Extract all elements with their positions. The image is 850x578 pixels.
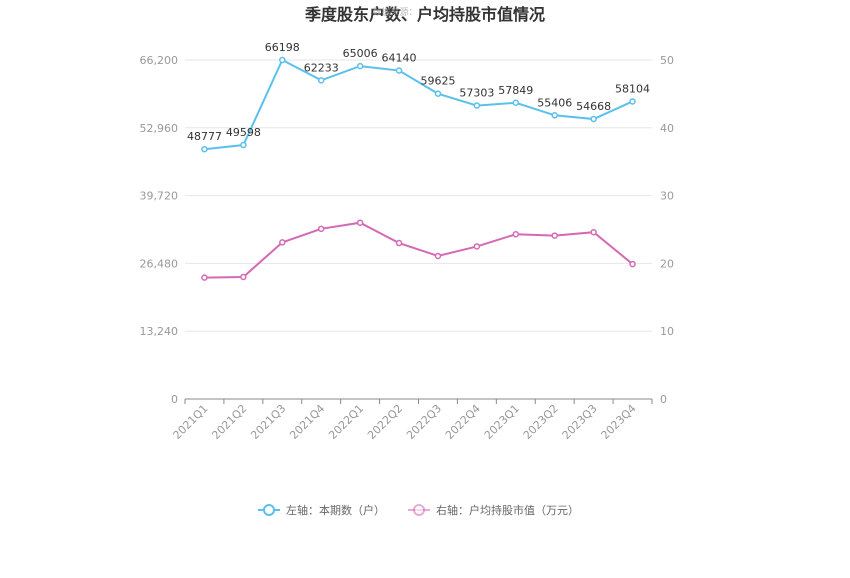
data-label: 55406 bbox=[537, 96, 572, 109]
y-left-tick-label: 0 bbox=[171, 393, 178, 406]
y-left-tick-label: 13,240 bbox=[140, 325, 179, 338]
data-label: 58104 bbox=[615, 82, 650, 95]
x-tick-label: 2023Q1 bbox=[482, 402, 522, 442]
data-point[interactable] bbox=[279, 56, 286, 64]
data-point[interactable] bbox=[395, 239, 403, 247]
legend-label: 右轴：户均持股市值（万元） bbox=[436, 503, 579, 517]
data-point[interactable] bbox=[279, 239, 286, 246]
y-right-tick-label: 50 bbox=[660, 54, 674, 67]
data-point[interactable] bbox=[317, 77, 325, 84]
data-point[interactable] bbox=[240, 273, 247, 281]
y-left-tick-label: 26,480 bbox=[140, 257, 179, 270]
x-tick-label: 2022Q1 bbox=[326, 402, 366, 442]
watermark-text: 数据来源： bbox=[372, 6, 417, 18]
y-right-tick-label: 40 bbox=[660, 122, 674, 135]
x-tick-label: 2021Q3 bbox=[248, 402, 288, 442]
data-point[interactable] bbox=[240, 141, 247, 149]
legend-marker-icon bbox=[413, 504, 425, 516]
legend-label: 左轴：本期数（户） bbox=[286, 503, 385, 517]
data-label: 65006 bbox=[343, 47, 378, 60]
data-label: 59625 bbox=[420, 75, 455, 88]
x-tick-label: 2023Q3 bbox=[560, 402, 600, 442]
data-point[interactable] bbox=[356, 219, 364, 226]
data-point[interactable] bbox=[551, 112, 558, 119]
data-label: 66198 bbox=[265, 41, 300, 54]
y-right-tick-label: 20 bbox=[660, 257, 674, 270]
series-line bbox=[204, 58, 633, 151]
data-label: 49598 bbox=[226, 126, 261, 139]
x-tick-label: 2023Q2 bbox=[521, 402, 561, 442]
x-tick-label: 2021Q1 bbox=[171, 402, 211, 442]
y-left-tick-label: 52,960 bbox=[140, 122, 179, 135]
y-right-tick-label: 30 bbox=[660, 190, 674, 203]
series-line bbox=[204, 221, 634, 279]
data-label: 57303 bbox=[459, 87, 494, 100]
x-tick-label: 2022Q3 bbox=[404, 402, 444, 442]
data-label: 62233 bbox=[304, 61, 339, 74]
data-point[interactable] bbox=[629, 98, 636, 105]
legend-marker-icon bbox=[263, 504, 275, 516]
data-point[interactable] bbox=[395, 67, 403, 74]
data-point[interactable] bbox=[201, 274, 208, 281]
data-point[interactable] bbox=[512, 99, 520, 107]
legend-item[interactable]: 左轴：本期数（户） bbox=[258, 503, 385, 517]
data-point[interactable] bbox=[590, 115, 597, 123]
data-point[interactable] bbox=[551, 232, 558, 239]
legend-item[interactable]: 右轴：户均持股市值（万元） bbox=[408, 503, 579, 517]
x-tick-label: 2021Q4 bbox=[287, 402, 327, 442]
data-label: 64140 bbox=[382, 52, 417, 65]
data-point[interactable] bbox=[473, 102, 481, 109]
data-point[interactable] bbox=[356, 62, 364, 70]
y-left-tick-label: 66,200 bbox=[140, 54, 179, 67]
chart-title: 季度股东户数、户均持股市值情况 bbox=[304, 5, 545, 24]
data-point[interactable] bbox=[201, 145, 208, 153]
data-point[interactable] bbox=[590, 228, 597, 236]
data-label: 54668 bbox=[576, 100, 611, 113]
x-tick-label: 2022Q4 bbox=[443, 402, 483, 442]
x-tick-label: 2023Q4 bbox=[599, 402, 639, 442]
legend[interactable]: 左轴：本期数（户） 右轴：户均持股市值（万元） bbox=[258, 503, 579, 517]
y-right-tick-label: 0 bbox=[660, 393, 667, 406]
data-label: 48777 bbox=[187, 130, 222, 143]
y-left-tick-label: 39,720 bbox=[140, 190, 179, 203]
data-point[interactable] bbox=[512, 230, 520, 238]
x-tick-label: 2022Q2 bbox=[365, 402, 405, 442]
data-point[interactable] bbox=[629, 260, 636, 268]
x-tick-label: 2021Q2 bbox=[209, 402, 249, 442]
y-right-tick-label: 10 bbox=[660, 325, 674, 338]
data-label: 57849 bbox=[498, 84, 533, 97]
data-point[interactable] bbox=[434, 252, 442, 260]
data-point[interactable] bbox=[473, 243, 481, 250]
data-point[interactable] bbox=[317, 225, 325, 233]
data-point[interactable] bbox=[434, 90, 442, 97]
